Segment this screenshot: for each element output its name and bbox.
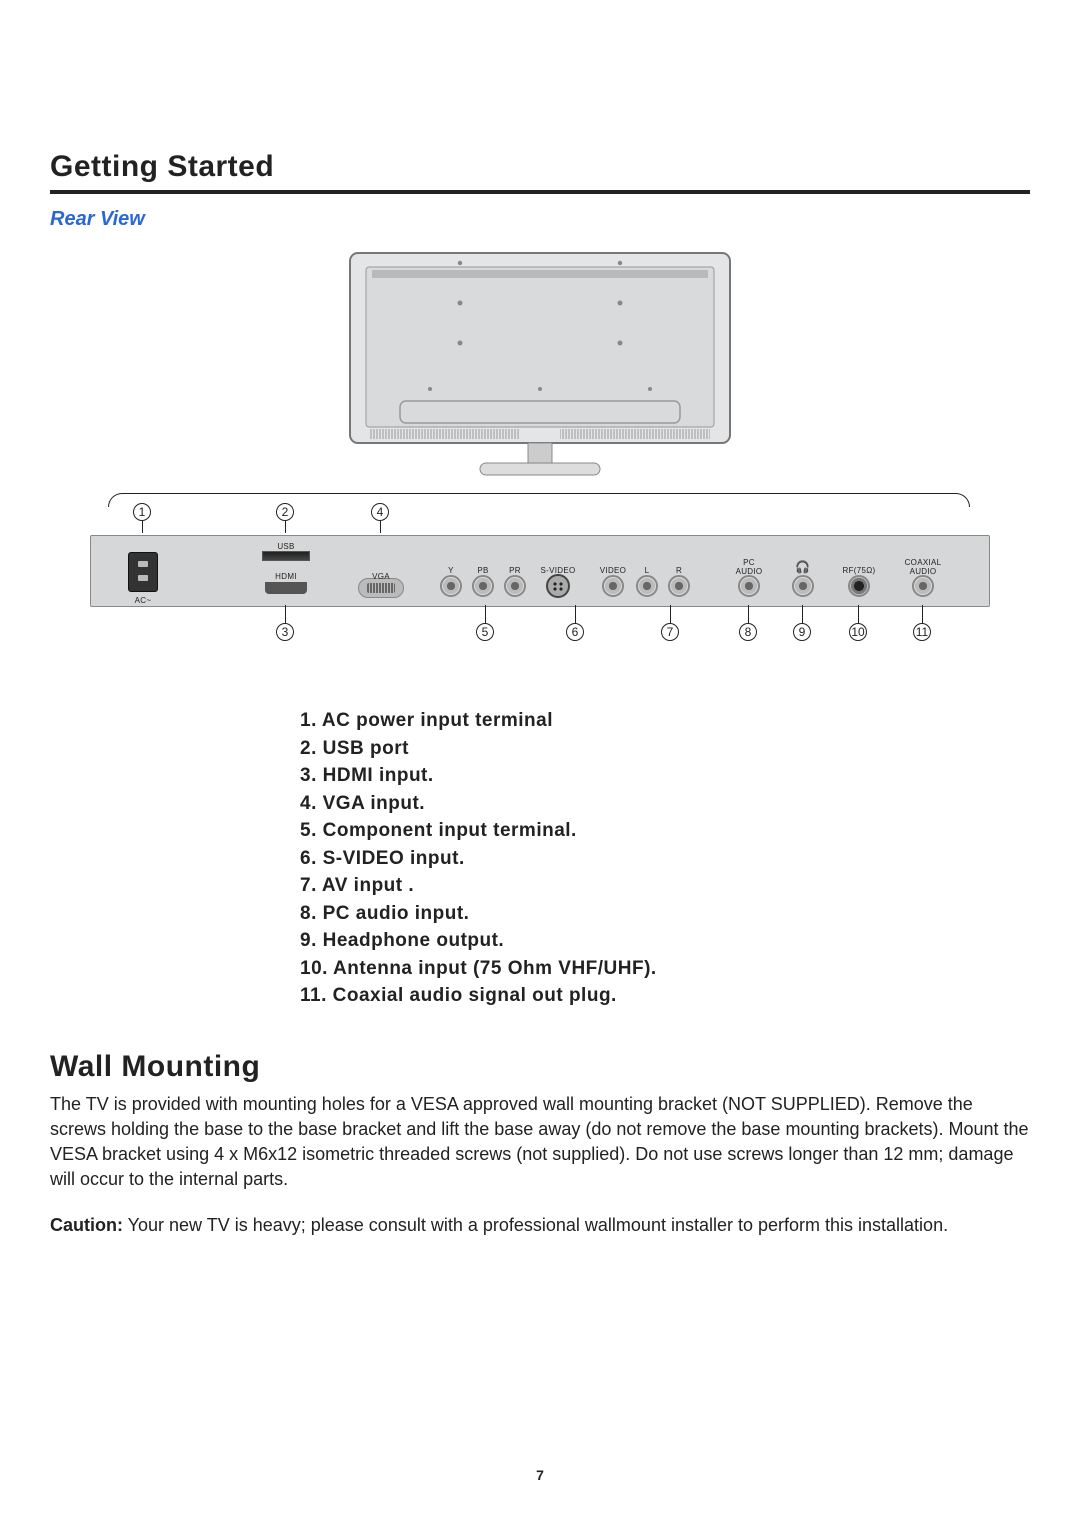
legend-item: 6. S-VIDEO input.: [300, 845, 1030, 873]
callout-10: 10: [849, 623, 867, 641]
pc-audio-jack: [738, 575, 760, 597]
legend-item: 2. USB port: [300, 735, 1030, 763]
legend-item: 1. AC power input terminal: [300, 707, 1030, 735]
usb-port-icon: [262, 551, 310, 561]
callout-1: 1: [133, 503, 151, 521]
headphone-icon: 🎧: [795, 560, 810, 574]
tv-rear-illustration: [340, 245, 740, 485]
port-panel: AC~ 🎧 USB HDMI VGA Y PB PR S-VIDEO VIDEO L R RF(75…: [90, 535, 990, 607]
legend-item: 9. Headphone output.: [300, 927, 1030, 955]
section-title-getting-started: Getting Started: [50, 150, 1030, 184]
svideo-jack: [546, 574, 570, 598]
port-label: HDMI: [275, 572, 297, 581]
callout-7: 7: [661, 623, 679, 641]
ac-power-port: [128, 552, 158, 592]
wall-mounting-para1: The TV is provided with mounting holes f…: [50, 1092, 1030, 1191]
component-pb-jack: [472, 575, 494, 597]
av-video-jack: [602, 575, 624, 597]
callout-5: 5: [476, 623, 494, 641]
port-label: VIDEO: [600, 566, 626, 575]
port-label: S-VIDEO: [541, 566, 576, 575]
legend-item: 7. AV input .: [300, 872, 1030, 900]
hdmi-port-icon: [265, 582, 307, 594]
port-label: VGA: [372, 572, 390, 581]
port-label: R: [676, 566, 682, 575]
legend-item: 11. Coaxial audio signal out plug.: [300, 982, 1030, 1010]
callout-6: 6: [566, 623, 584, 641]
av-r-jack: [668, 575, 690, 597]
port-label: PR: [509, 566, 521, 575]
caution-label: Caution:: [50, 1215, 123, 1235]
section-title-wall-mounting: Wall Mounting: [50, 1050, 1030, 1084]
port-legend-list: 1. AC power input terminal2. USB port3. …: [300, 707, 1030, 1010]
legend-item: 3. HDMI input.: [300, 762, 1030, 790]
coaxial-audio-jack: [912, 575, 934, 597]
rf-antenna-jack: [848, 575, 870, 597]
legend-item: 8. PC audio input.: [300, 900, 1030, 928]
headphone-jack: [792, 575, 814, 597]
wall-mounting-body: The TV is provided with mounting holes f…: [50, 1092, 1030, 1238]
port-label: Y: [448, 566, 454, 575]
port-panel-diagram: 1 2 4 AC~ 🎧 USB HDMI VGA Y PB PR S-VIDEO VIDEO L R R…: [90, 503, 990, 647]
section-divider: [50, 190, 1030, 194]
caution-text: Your new TV is heavy; please consult wit…: [123, 1215, 948, 1235]
page-number: 7: [0, 1467, 1080, 1483]
callout-4: 4: [371, 503, 389, 521]
callout-8: 8: [739, 623, 757, 641]
callout-9: 9: [793, 623, 811, 641]
port-label: USB: [277, 542, 294, 551]
legend-item: 10. Antenna input (75 Ohm VHF/UHF).: [300, 955, 1030, 983]
port-label: PB: [477, 566, 488, 575]
callout-11: 11: [913, 623, 931, 641]
port-label: PCAUDIO: [736, 558, 763, 576]
callout-2: 2: [276, 503, 294, 521]
port-label: RF(75Ω): [843, 566, 876, 575]
vga-port-icon: [358, 578, 404, 598]
component-y-jack: [440, 575, 462, 597]
legend-item: 5. Component input terminal.: [300, 817, 1030, 845]
component-pr-jack: [504, 575, 526, 597]
port-label-ac: AC~: [135, 596, 152, 605]
wall-mounting-caution: Caution: Your new TV is heavy; please co…: [50, 1213, 1030, 1238]
port-label: COAXIALAUDIO: [905, 558, 942, 576]
port-label: L: [645, 566, 650, 575]
subheading-rear-view: Rear View: [50, 208, 1030, 231]
av-l-jack: [636, 575, 658, 597]
callout-3: 3: [276, 623, 294, 641]
legend-item: 4. VGA input.: [300, 790, 1030, 818]
